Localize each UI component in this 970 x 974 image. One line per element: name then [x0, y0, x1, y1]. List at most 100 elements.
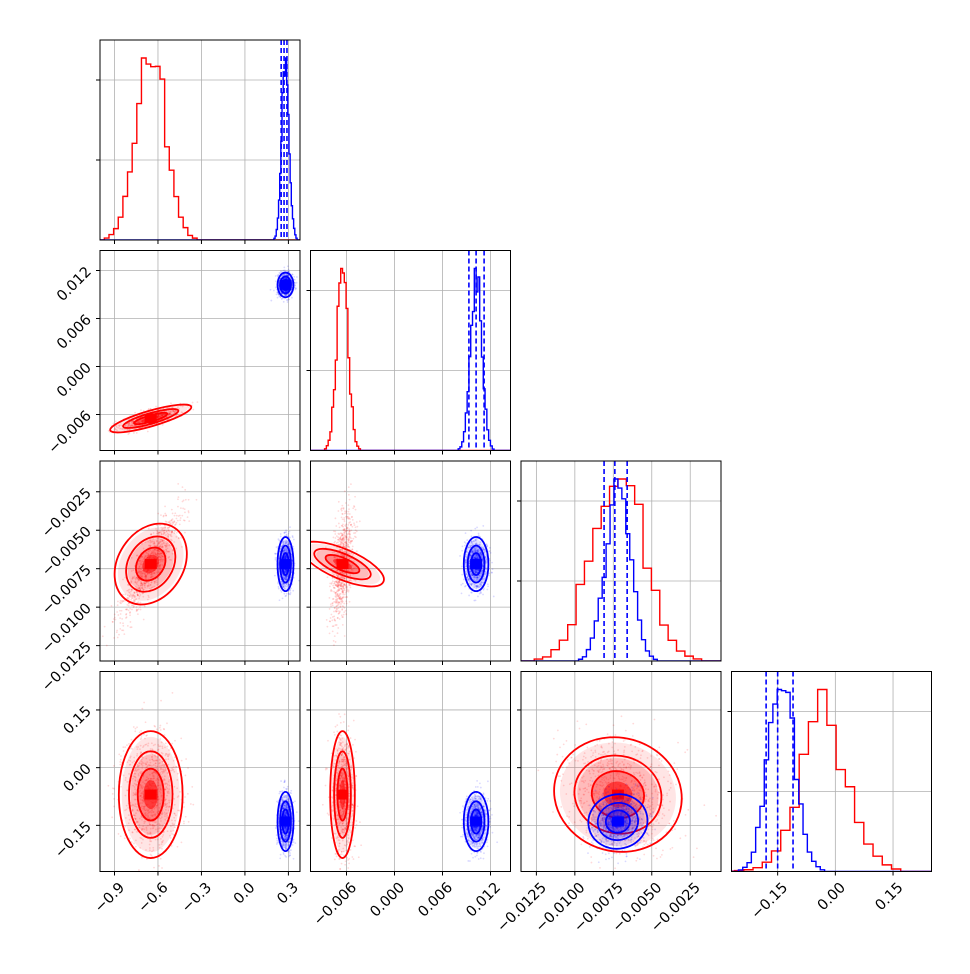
scatter-point — [288, 593, 290, 595]
scatter-point — [119, 628, 121, 630]
scatter-point — [285, 595, 287, 597]
scatter-point — [273, 290, 275, 292]
scatter-point — [287, 265, 289, 267]
scatter-point — [104, 626, 106, 628]
scatter-point — [127, 433, 129, 435]
panel-2-2 — [307, 251, 511, 455]
scatter-point — [139, 606, 141, 608]
scatter-point — [337, 539, 339, 541]
scatter-point — [350, 537, 352, 539]
scatter-point — [334, 619, 336, 621]
scatter-point — [334, 592, 336, 594]
scatter-point — [174, 512, 176, 514]
scatter-point — [352, 519, 354, 521]
scatter-point — [341, 582, 343, 584]
scatter-point — [348, 528, 350, 530]
scatter-point — [347, 516, 349, 518]
scatter-point — [342, 523, 344, 525]
scatter-point — [157, 513, 159, 515]
scatter-point — [339, 527, 341, 529]
scatter-point — [353, 522, 355, 524]
scatter-point — [335, 584, 337, 586]
scatter-point — [351, 548, 353, 550]
scatter-point — [119, 610, 121, 612]
scatter-point — [181, 515, 183, 517]
scatter-point — [330, 605, 332, 607]
scatter-point — [289, 531, 291, 533]
scatter-point — [353, 505, 355, 507]
scatter-point — [274, 553, 276, 555]
y-tick-label-p2-2: 0.006 — [54, 312, 95, 353]
scatter-point — [168, 527, 170, 529]
scatter-point — [344, 539, 346, 541]
scatter-point — [286, 593, 288, 595]
scatter-point — [342, 597, 344, 599]
scatter-point — [352, 545, 354, 547]
scatter-point — [291, 297, 293, 299]
scatter-point — [276, 294, 278, 296]
scatter-point — [180, 517, 182, 519]
scatter-point — [335, 525, 337, 527]
scatter-point — [117, 604, 119, 606]
scatter-point — [333, 598, 335, 600]
scatter-point — [341, 538, 343, 540]
scatter-point — [284, 532, 286, 534]
scatter-point — [348, 530, 350, 532]
scatter-point — [172, 513, 174, 515]
scatter-point — [341, 600, 343, 602]
scatter-point — [179, 523, 181, 525]
scatter-point — [340, 585, 342, 587]
scatter-point — [102, 635, 104, 637]
scatter-point — [341, 516, 343, 518]
scatter-point — [115, 421, 117, 423]
scatter-point — [342, 594, 344, 596]
scatter-point — [345, 532, 347, 534]
scatter-point — [337, 510, 339, 512]
scatter-point — [342, 586, 344, 588]
scatter-point — [348, 486, 350, 488]
peak-cell-0 — [337, 559, 349, 569]
scatter-point — [330, 617, 332, 619]
scatter-point — [140, 609, 142, 611]
scatter-point — [335, 537, 337, 539]
scatter-point — [129, 612, 131, 614]
scatter-point — [464, 545, 466, 547]
scatter-point — [347, 504, 349, 506]
scatter-point — [341, 505, 343, 507]
scatter-point — [338, 589, 340, 591]
scatter-point — [136, 606, 138, 608]
scatter-point — [340, 532, 342, 534]
scatter-point — [350, 586, 352, 588]
scatter-point — [338, 523, 340, 525]
scatter-point — [491, 562, 493, 564]
scatter-point — [342, 624, 344, 626]
scatter-point — [279, 599, 281, 601]
scatter-point — [122, 622, 124, 624]
scatter-point — [131, 626, 133, 628]
scatter-point — [129, 621, 131, 623]
scatter-point — [182, 501, 184, 503]
scatter-point — [343, 507, 345, 509]
scatter-point — [331, 583, 333, 585]
scatter-point — [334, 531, 336, 533]
scatter-point — [188, 499, 190, 501]
scatter-point — [350, 540, 352, 542]
scatter-point — [288, 533, 290, 535]
scatter-point — [338, 607, 340, 609]
scatter-point — [292, 536, 294, 538]
scatter-point — [113, 618, 115, 620]
scatter-point — [119, 617, 121, 619]
scatter-point — [296, 276, 298, 278]
scatter-point — [489, 547, 491, 549]
scatter-point — [111, 605, 113, 607]
scatter-point — [348, 589, 350, 591]
scatter-point — [136, 432, 138, 434]
scatter-point — [125, 617, 127, 619]
peak-cell-0 — [145, 559, 157, 569]
scatter-point — [342, 616, 344, 618]
scatter-point — [330, 603, 332, 605]
panel-3-1 — [96, 461, 300, 665]
scatter-point — [185, 499, 187, 501]
scatter-point — [117, 601, 119, 603]
scatter-point — [275, 280, 277, 282]
